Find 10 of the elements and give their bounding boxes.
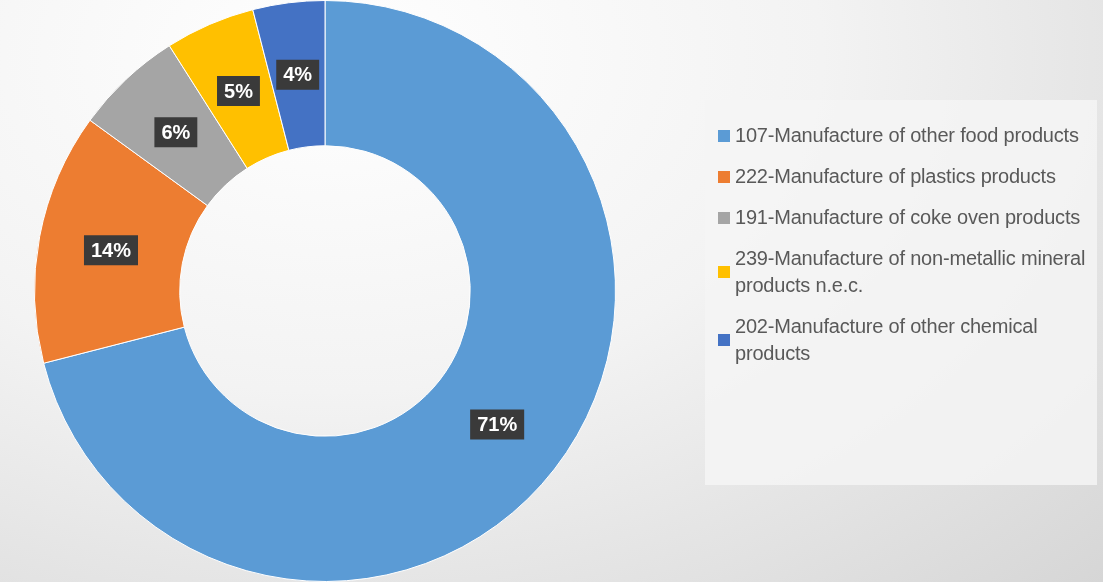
legend-label: 191-Manufacture of coke oven products xyxy=(735,205,1081,230)
slice-label: 107-Manufacture of other food products xyxy=(735,123,1079,148)
data-label: 14% xyxy=(90,238,132,261)
legend-label: 202-Manufacture of other chemical products xyxy=(735,314,1039,366)
data-label: 6% xyxy=(161,120,191,143)
data-label: 4% xyxy=(283,63,313,86)
data-label: 5% xyxy=(224,79,254,102)
data-label: 71% xyxy=(477,413,518,436)
legend-label: 239-Manufacture of non-metallic mineral products n.e.c. xyxy=(735,246,1087,298)
legend-label: 222-Manufacture of plastics products xyxy=(735,164,1056,189)
